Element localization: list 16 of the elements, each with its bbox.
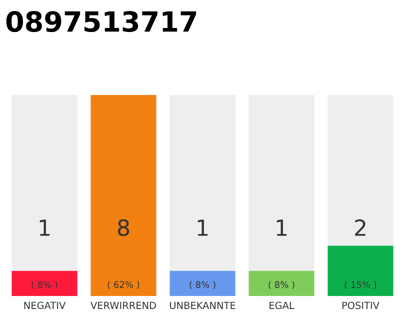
annotation: ( 8% ): [32, 280, 58, 290]
data-label: 1: [198, 220, 208, 236]
x-tick-label: UNBEKANNTE: [170, 302, 236, 310]
annotation: ( 8% ): [190, 280, 216, 290]
annotation: ( 8% ): [268, 280, 294, 290]
data-label: 1: [40, 220, 50, 236]
annotation: ( 62% ): [108, 280, 140, 290]
x-tick-label: POSITIV: [342, 302, 380, 310]
data-label: 2: [355, 219, 366, 236]
x-tick-label: NEGATIV: [24, 302, 66, 310]
chart-title: 0897513717: [6, 11, 196, 32]
x-tick-label: EGAL: [270, 302, 294, 310]
annotation: ( 15% ): [344, 280, 376, 290]
data-label: 1: [276, 220, 287, 236]
x-tick-label: VERWIRREND: [90, 302, 156, 309]
data-label: 8: [118, 219, 130, 236]
